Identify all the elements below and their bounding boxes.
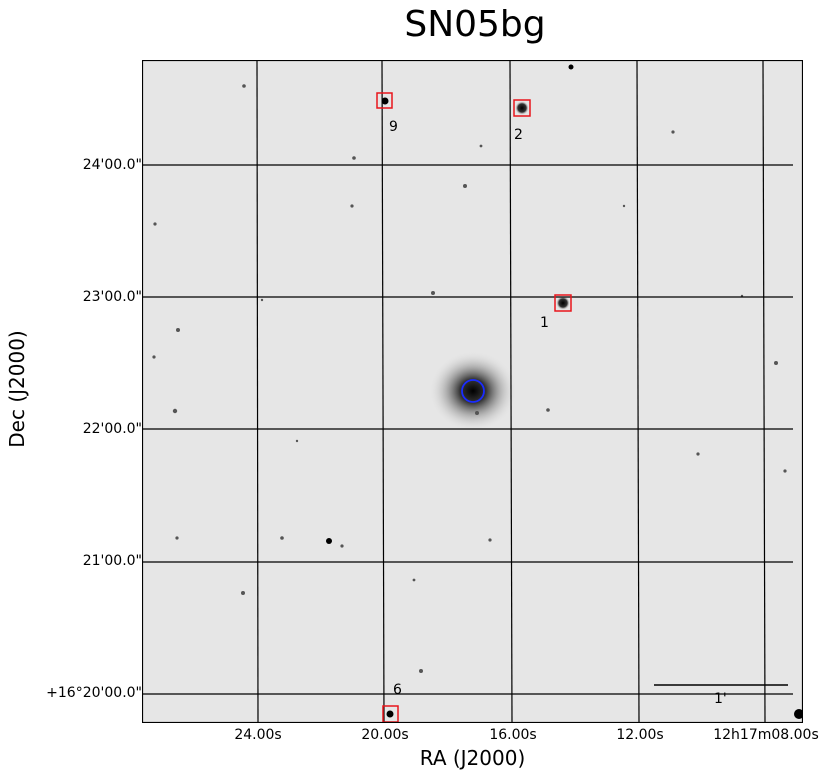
- x-tick-label: 12.00s: [616, 727, 664, 743]
- y-tick-label: 22'00.0": [82, 421, 142, 437]
- star: [381, 97, 389, 105]
- image-title: SN05bg: [404, 4, 546, 45]
- star: [326, 538, 332, 544]
- y-axis-label: Dec (J2000): [5, 330, 29, 448]
- reference-star-box-2: [513, 99, 531, 117]
- x-axis-label: RA (J2000): [419, 746, 526, 770]
- reference-star-box-1: [554, 294, 572, 312]
- star: [568, 64, 574, 70]
- y-tick-label: 24'00.0": [82, 157, 142, 173]
- host-galaxy: [429, 351, 517, 431]
- star: [386, 710, 394, 718]
- reference-star-box-9: [376, 92, 393, 109]
- faint-stars: [152, 84, 787, 673]
- y-tick-label: 21'00.0": [82, 553, 142, 569]
- scale-bar-label: 1': [714, 691, 727, 707]
- supernova-marker-circle: [461, 379, 485, 403]
- marker-label: 1: [540, 315, 549, 331]
- y-tick-label: 23'00.0": [82, 289, 142, 305]
- x-tick-label: 20.00s: [361, 727, 409, 743]
- marker-label: 2: [514, 127, 523, 143]
- star: [556, 296, 570, 310]
- star: [794, 709, 803, 719]
- marker-label: 6: [393, 682, 402, 698]
- x-tick-label: 16.00s: [489, 727, 537, 743]
- coordinate-grid: [142, 60, 793, 723]
- marker-label: 9: [389, 119, 398, 135]
- image-border: [142, 60, 803, 723]
- x-tick-label: 24.00s: [234, 727, 282, 743]
- star: [515, 101, 529, 115]
- x-tick-label: 12h17m08.00s: [713, 727, 819, 743]
- y-tick-label: +16°20'00.0": [46, 685, 142, 701]
- sky-image-panel: 9 2 1 6 1': [142, 60, 803, 723]
